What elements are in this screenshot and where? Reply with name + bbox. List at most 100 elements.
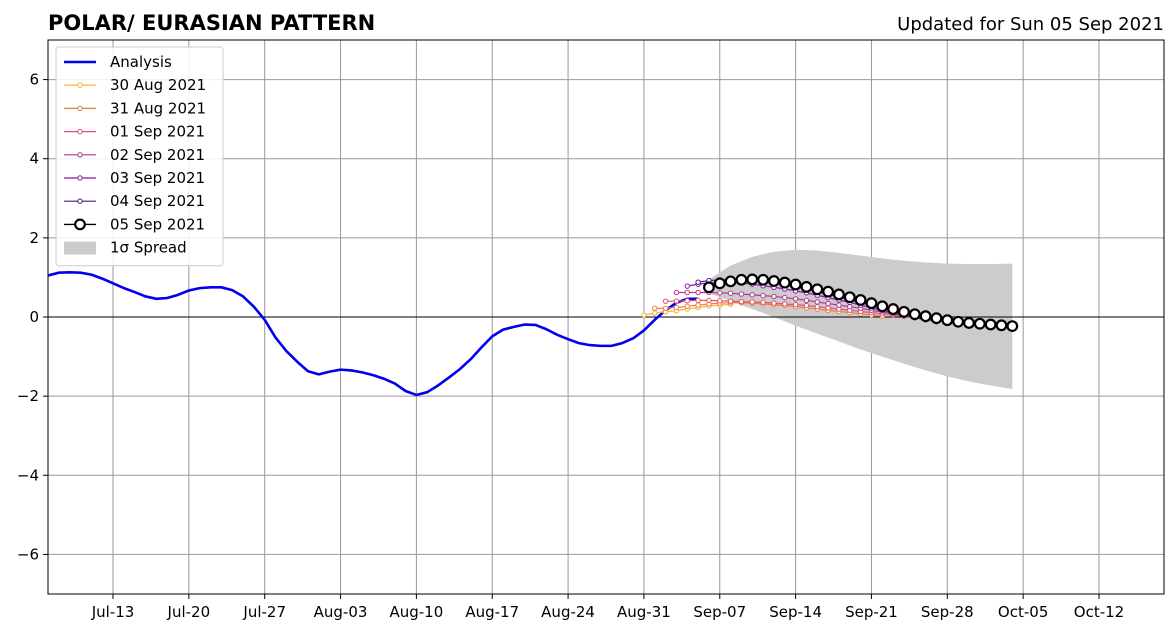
series-point [652, 305, 658, 311]
legend-item: 04 Sep 2021 [64, 192, 205, 210]
series-point [768, 275, 780, 287]
legend-marker [77, 175, 83, 181]
series-point [727, 290, 734, 296]
series-point [684, 298, 690, 304]
series-point [782, 294, 788, 301]
series-point [995, 319, 1008, 332]
series-point [713, 277, 726, 290]
legend-label: 1σ Spread [110, 239, 187, 257]
series-point [930, 312, 943, 325]
legend-swatch [64, 241, 96, 255]
series-point [684, 289, 690, 296]
series-point [771, 293, 777, 300]
series-point [782, 301, 788, 307]
y-axis-ticks: −6 −4 −2 0 2 4 6 [17, 71, 48, 563]
series-point [778, 276, 791, 289]
legend-label: 03 Sep 2021 [110, 169, 205, 187]
y-tick-label: 0 [29, 308, 39, 326]
y-tick-label: −4 [17, 466, 39, 484]
x-tick-label: Jul-13 [91, 603, 135, 621]
series-point [941, 314, 954, 327]
series-point [800, 281, 813, 293]
legend-item: 05 Sep 2021 [64, 215, 205, 233]
series-point [717, 298, 723, 304]
series-point [706, 297, 712, 304]
series-point [738, 291, 745, 297]
legend: Analysis 30 Aug 2021 31 Aug 2021 01 Sep 202… [55, 46, 224, 267]
series-point [865, 297, 878, 310]
series-point [724, 275, 737, 288]
x-tick-label: Aug-03 [314, 603, 368, 621]
legend-marker [77, 128, 83, 135]
series-point [919, 310, 932, 323]
series-05-sep-2021 [703, 273, 1019, 333]
series-point [749, 292, 755, 298]
series-point [746, 273, 759, 286]
legend-item: 01 Sep 2021 [64, 123, 205, 141]
legend-label: Analysis [110, 53, 172, 71]
series-point [843, 291, 856, 304]
series-point [898, 305, 910, 318]
series-line [654, 302, 883, 317]
x-tick-label: Sep-28 [921, 603, 974, 621]
series-point [814, 299, 820, 305]
x-tick-label: Aug-24 [541, 603, 595, 621]
x-tick-label: Sep-21 [845, 603, 898, 621]
series-point [662, 298, 669, 304]
series-point [803, 302, 810, 309]
series-point [771, 300, 777, 306]
series-point [695, 297, 701, 304]
series-layer [47, 270, 1019, 397]
legend-box [55, 46, 224, 267]
series-point [695, 302, 701, 308]
series-point [757, 273, 770, 286]
series-point [811, 283, 824, 296]
x-tick-label: Oct-12 [1074, 603, 1124, 621]
series-point [641, 312, 647, 318]
series-point [792, 296, 799, 302]
series-analysis [47, 270, 699, 397]
legend-item: 03 Sep 2021 [64, 169, 205, 187]
series-point [695, 289, 701, 296]
legend-item: 31 Aug 2021 [64, 99, 206, 117]
series-point [673, 298, 680, 304]
legend-item: 30 Aug 2021 [64, 76, 206, 94]
x-tick-label: Aug-10 [389, 603, 443, 621]
legend-label: 05 Sep 2021 [110, 215, 205, 233]
x-tick-label: Aug-31 [617, 603, 671, 621]
x-tick-label: Jul-27 [242, 603, 286, 621]
legend-label: 01 Sep 2021 [110, 123, 205, 141]
series-point [673, 289, 680, 296]
series-point [1006, 320, 1019, 333]
series-point [760, 292, 766, 299]
series-point [717, 290, 723, 296]
series-point [908, 308, 921, 321]
series-point [735, 273, 748, 286]
series-point [792, 302, 799, 308]
x-tick-label: Aug-17 [465, 603, 519, 621]
series-point [703, 281, 715, 294]
series-point [684, 283, 690, 289]
series-point [963, 317, 975, 329]
legend-item: 02 Sep 2021 [64, 146, 205, 164]
series-point [984, 318, 997, 331]
y-tick-label: 4 [29, 150, 39, 168]
series-point [695, 279, 701, 285]
y-tick-label: 6 [29, 71, 39, 89]
legend-label: 02 Sep 2021 [110, 146, 205, 164]
legend-item: Analysis [64, 53, 172, 71]
legend-marker [77, 152, 83, 158]
series-point [789, 278, 802, 291]
series-point [887, 303, 900, 315]
y-tick-label: −2 [17, 387, 39, 405]
y-tick-label: 2 [29, 229, 39, 247]
series-line [47, 270, 699, 397]
x-tick-label: Sep-14 [769, 603, 822, 621]
legend-marker [77, 82, 83, 88]
series-point [973, 317, 986, 330]
series-point [652, 310, 658, 316]
series-point [854, 294, 867, 306]
series-point [803, 297, 810, 304]
series-point [836, 302, 842, 308]
